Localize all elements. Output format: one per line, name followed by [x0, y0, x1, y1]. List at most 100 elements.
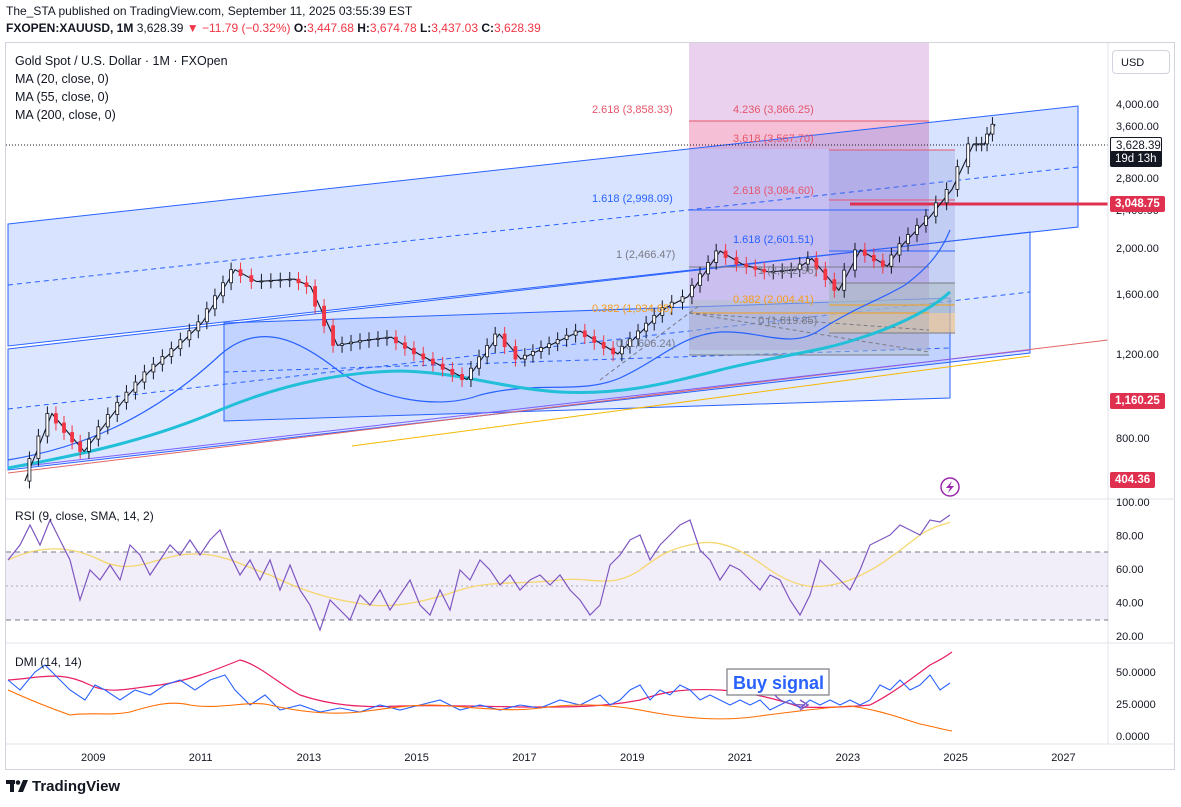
- lightning-icon[interactable]: [940, 477, 960, 497]
- currency-button[interactable]: USD: [1112, 50, 1170, 74]
- candle-body: [54, 413, 58, 424]
- dmi-minus-line: [7, 689, 953, 732]
- x-tick-label: 2021: [728, 752, 752, 764]
- candle-body: [477, 356, 481, 369]
- candle-body: [45, 413, 50, 437]
- candle-body: [628, 338, 632, 347]
- candle-body: [853, 249, 857, 271]
- candle-body: [619, 345, 624, 355]
- candle-body: [376, 337, 380, 340]
- candle-body: [723, 250, 728, 258]
- countdown-tag: 19d 13h: [1110, 151, 1162, 167]
- low-value: 3,437.03: [431, 21, 479, 35]
- candle-body: [469, 367, 473, 380]
- candle-body: [349, 341, 353, 345]
- candle-body: [259, 280, 264, 283]
- open-value: 3,447.68: [307, 21, 354, 35]
- candle-body: [797, 263, 802, 271]
- rsi-tick-label: 40.00: [1116, 598, 1144, 610]
- candle-body: [62, 422, 66, 433]
- candle-body: [924, 215, 928, 226]
- candle-body: [714, 250, 719, 263]
- candle-body: [151, 363, 156, 373]
- fib-label: 0.382 (2,004.41): [733, 294, 814, 306]
- candle-body: [133, 381, 138, 393]
- candle-body: [592, 336, 597, 343]
- candle-body: [880, 260, 885, 267]
- candle-body: [287, 278, 292, 281]
- candle-body: [421, 353, 426, 360]
- candle-body: [698, 273, 702, 286]
- candle-body: [823, 268, 828, 281]
- x-tick-label: 2011: [189, 752, 213, 764]
- rsi-tick-label: 80.00: [1116, 531, 1144, 543]
- candle-body: [213, 295, 217, 310]
- candle-body: [660, 307, 665, 316]
- candle-body: [340, 343, 344, 346]
- candle-body: [460, 374, 464, 380]
- candle-body: [871, 254, 876, 262]
- candle-body: [706, 262, 711, 275]
- candle-body: [906, 234, 910, 245]
- candle-body: [789, 269, 794, 272]
- fib-label: 1.618 (2,998.09): [592, 193, 673, 205]
- candle-body: [753, 266, 758, 270]
- legend-ma200[interactable]: MA (200, close, 0): [15, 108, 116, 122]
- rsi-tick-label: 60.00: [1116, 564, 1144, 576]
- price-tick-label: 1,600.00: [1116, 289, 1159, 301]
- candle-body: [78, 441, 83, 452]
- candle-body: [87, 438, 91, 452]
- ma55-line: [7, 290, 952, 470]
- fib-label: 3.618 (3,567.70): [733, 133, 814, 145]
- dmi-tick-label: 0.0000: [1116, 731, 1150, 743]
- candle-body: [974, 143, 979, 146]
- candle-body: [547, 343, 552, 348]
- tradingview-icon: [6, 780, 28, 792]
- rsi-line: [7, 514, 951, 632]
- fib-label: 0 (1,819.85): [758, 315, 817, 327]
- candle-body: [990, 123, 995, 135]
- fib-label: 1 (2,466.47): [616, 249, 675, 261]
- candle-body: [394, 336, 398, 344]
- dmi-label[interactable]: DMI (14, 14): [15, 655, 82, 669]
- candle-body: [238, 269, 243, 277]
- ohlc-line: FXOPEN:XAUUSD, 1M 3,628.39 ▼ −11.79 (−0.…: [6, 21, 541, 35]
- legend-ma55[interactable]: MA (55, close, 0): [15, 90, 109, 104]
- candle-body: [160, 356, 165, 365]
- level-red-tag: 3,048.75: [1110, 196, 1165, 212]
- candle-body: [296, 278, 301, 284]
- x-tick-label: 2019: [620, 752, 644, 764]
- candle-body: [367, 338, 371, 341]
- candle-body: [611, 347, 616, 355]
- legend-ma20[interactable]: MA (20, close, 0): [15, 72, 109, 86]
- candle-body: [96, 426, 101, 440]
- candle-body: [744, 263, 749, 268]
- upper-channel: [7, 105, 1079, 347]
- candle-body: [313, 286, 317, 307]
- tradingview-logo: TradingView: [6, 778, 120, 795]
- candle-body: [196, 321, 201, 332]
- candle-body: [513, 346, 518, 360]
- candle-body: [431, 358, 435, 365]
- x-tick-label: 2025: [943, 752, 967, 764]
- candle-body: [762, 268, 767, 273]
- candle-body: [440, 363, 445, 370]
- candle-body: [979, 143, 984, 146]
- published-line: The_STA published on TradingView.com, Se…: [6, 4, 413, 18]
- rsi-label[interactable]: RSI (9, close, SMA, 14, 2): [15, 509, 154, 523]
- candle-body: [985, 133, 989, 145]
- price-tick-label: 800.00: [1116, 433, 1150, 445]
- candle-body: [582, 330, 587, 338]
- high-value: 3,674.78: [369, 21, 417, 35]
- candle-body: [450, 368, 455, 375]
- candle-body: [278, 279, 283, 282]
- candle-body: [669, 301, 674, 308]
- dmi-tick-label: 50.0000: [1116, 667, 1156, 679]
- x-tick-label: 2013: [297, 752, 321, 764]
- x-tick-label: 2009: [81, 752, 105, 764]
- chart-legend: Gold Spot / U.S. Dollar · 1M · FXOpen MA…: [15, 52, 228, 124]
- candle-body: [268, 279, 273, 282]
- candle-body: [204, 308, 209, 323]
- candle-body: [493, 333, 498, 346]
